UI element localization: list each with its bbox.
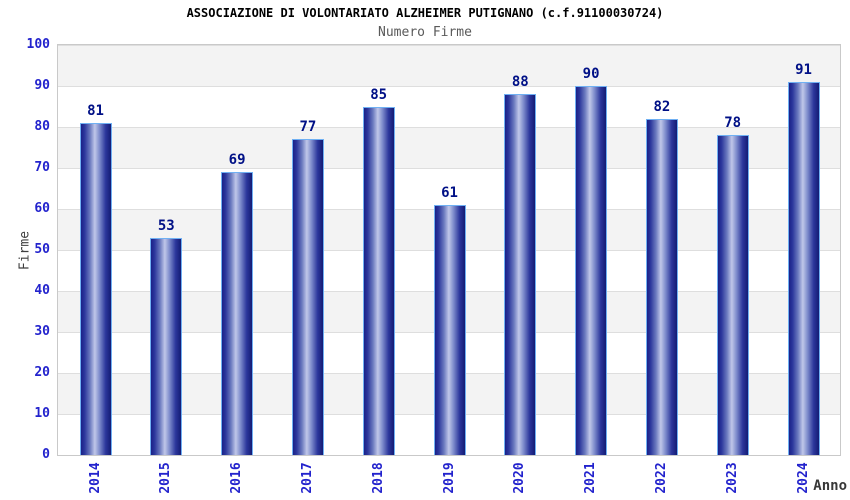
y-tick-label: 40 (34, 283, 50, 298)
y-tick-label: 0 (42, 447, 50, 462)
chart-title: ASSOCIAZIONE DI VOLONTARIATO ALZHEIMER P… (186, 6, 664, 20)
x-tick-label: 2017 (299, 462, 315, 494)
bar-value-label: 69 (228, 152, 246, 168)
x-tick-label: 2019 (441, 462, 457, 494)
bar-value-label: 91 (795, 62, 812, 78)
y-tick-label: 50 (34, 242, 50, 257)
x-tick-label: 2021 (583, 462, 599, 494)
x-tick-label: 2022 (653, 462, 669, 494)
bar-2016 (221, 172, 254, 455)
x-tick-label: 2018 (370, 462, 386, 494)
bar-2018 (362, 107, 395, 455)
bar-value-label: 82 (653, 99, 671, 115)
y-tick-label: 30 (34, 324, 50, 339)
x-tick-label: 2014 (87, 462, 103, 494)
y-tick-label: 20 (34, 365, 50, 380)
x-tick-label: 2020 (512, 462, 528, 494)
bar-2017 (291, 139, 324, 455)
bar-2014 (79, 123, 112, 455)
x-tick-label: 2023 (724, 462, 740, 494)
x-tick-label: 2016 (229, 462, 245, 494)
x-tick-label: 2024 (795, 462, 811, 494)
bar-value-label: 77 (299, 119, 317, 135)
y-tick-label: 100 (26, 37, 50, 52)
bar-value-label: 88 (511, 74, 529, 90)
bar-2019 (433, 205, 466, 455)
plot-area: 81 53 69 77 85 61 88 90 82 78 91 (57, 44, 841, 456)
x-tick-label: 2015 (158, 462, 174, 494)
bar-2015 (150, 238, 183, 455)
y-tick-label: 90 (34, 78, 50, 93)
bar-value-label: 90 (582, 66, 600, 82)
y-tick-label: 80 (34, 119, 50, 134)
bar-2023 (716, 135, 749, 455)
bar-2020 (504, 94, 537, 455)
bar-value-label: 85 (370, 87, 388, 103)
y-tick-label: 70 (34, 160, 50, 175)
chart-subtitle: Numero Firme (378, 25, 472, 40)
y-tick-label: 10 (34, 406, 50, 421)
bar-2021 (575, 86, 608, 455)
bar-value-label: 78 (724, 115, 742, 131)
bar-value-label: 53 (157, 218, 175, 234)
bar-2022 (645, 119, 678, 455)
y-tick-label: 60 (34, 201, 50, 216)
bar-value-label: 61 (441, 185, 458, 201)
x-axis-title: Anno (813, 478, 847, 494)
bar-value-label: 81 (87, 103, 104, 119)
bar-2024 (787, 82, 820, 455)
